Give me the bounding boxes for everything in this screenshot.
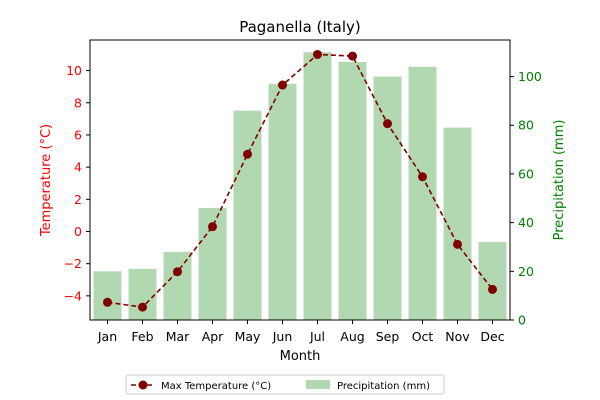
precipitation-bar-mar (163, 251, 192, 320)
axes: Jan Feb Mar Apr May Jun Jul Aug Sep Oct Nov Dec −4 −2… (64, 39, 542, 344)
x-tick-label: Oct (412, 329, 434, 344)
y-right-tick-label: 0 (518, 313, 526, 328)
precipitation-bar-jan (93, 271, 122, 320)
legend-line-marker (138, 380, 148, 390)
y-left-tick-label: 4 (74, 160, 82, 175)
precipitation-bar-sep (373, 76, 402, 321)
temperature-point-apr (208, 222, 217, 232)
precipitation-bar-jul (303, 52, 332, 321)
precipitation-bar-dec (478, 242, 507, 320)
y-left-tick-label: 8 (74, 95, 82, 110)
temperature-point-mar (173, 267, 182, 277)
precipitation-bar-aug (338, 61, 367, 320)
temperature-point-jul (313, 49, 322, 59)
y-axis-left-title: Temperature (°C) (39, 124, 54, 237)
precipitation-bar-may (233, 110, 262, 320)
x-tick-label: Sep (376, 329, 400, 344)
precipitation-bars (93, 52, 507, 321)
y-left-tick-label: 2 (74, 192, 82, 207)
y-left-tick-label: −4 (64, 288, 82, 303)
y-right-tick-label: 20 (518, 264, 534, 279)
temperature-point-jan (103, 297, 112, 307)
precipitation-bar-nov (443, 127, 472, 321)
x-tick-label: Feb (131, 329, 153, 344)
temperature-line-path (107, 53, 494, 308)
precipitation-bar-oct (408, 66, 437, 320)
temperature-point-aug (348, 51, 357, 61)
temperature-point-sep (383, 119, 392, 129)
x-tick-label: Nov (445, 329, 470, 344)
temperature-point-feb (138, 302, 147, 312)
temperature-point-dec (488, 284, 497, 294)
temperature-line (103, 49, 497, 312)
chart-title: Paganella (Italy) (239, 18, 361, 36)
temperature-point-may (243, 149, 252, 159)
temperature-point-jun (278, 80, 287, 90)
x-tick-label: Jul (309, 329, 325, 344)
y-right-tick-label: 40 (518, 215, 534, 230)
y-left-tick-label: 0 (74, 224, 82, 239)
y-right-tick-label: 60 (518, 166, 534, 181)
x-tick-label: May (235, 329, 261, 344)
x-tick-label: Dec (480, 329, 504, 344)
y-right-tick-label: 80 (518, 118, 534, 133)
legend: Max Temperature (°C) Precipitation (mm) (125, 374, 445, 395)
precipitation-bar-jun (268, 83, 297, 320)
precipitation-bar-feb (128, 268, 157, 320)
legend-label-precipitation: Precipitation (mm) (337, 381, 430, 392)
x-tick-label: Jan (97, 329, 117, 344)
y-axis-right-title: Precipitation (mm) (552, 120, 567, 241)
legend-bar-swatch (306, 380, 330, 389)
y-left-tick-label: 10 (66, 63, 82, 78)
x-tick-label: Apr (202, 329, 224, 344)
y-left-tick-label: −2 (64, 256, 82, 271)
x-tick-label: Mar (166, 329, 190, 344)
legend-frame (125, 374, 445, 395)
y-right-tick-label: 100 (518, 69, 542, 84)
temperature-point-oct (418, 172, 427, 182)
plot-frame (89, 39, 511, 321)
x-axis-title: Month (280, 349, 321, 364)
legend-label-temperature: Max Temperature (°C) (161, 381, 271, 392)
temperature-point-nov (453, 239, 462, 249)
x-tick-label: Jun (272, 329, 293, 344)
x-tick-label: Aug (340, 329, 364, 344)
y-left-tick-label: 6 (74, 127, 82, 142)
